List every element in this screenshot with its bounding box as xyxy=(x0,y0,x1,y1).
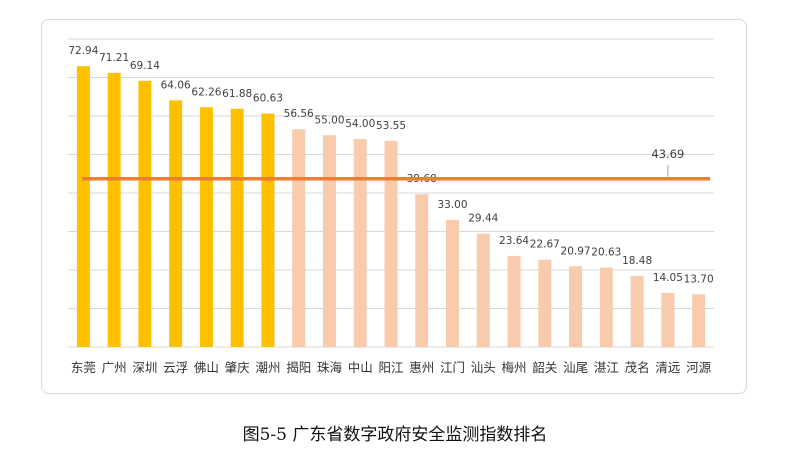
bar xyxy=(230,108,244,348)
category-label: 惠州 xyxy=(409,360,434,375)
category-label: 中山 xyxy=(348,360,373,375)
bar xyxy=(199,107,213,347)
bar xyxy=(261,113,275,348)
category-label: 广州 xyxy=(102,360,127,375)
bar xyxy=(599,267,613,347)
category-label: 梅州 xyxy=(502,360,527,375)
bar xyxy=(415,194,429,347)
bar xyxy=(169,100,183,347)
value-label: 72.94 xyxy=(68,45,98,57)
bar xyxy=(661,292,675,347)
bar xyxy=(446,219,460,347)
average-label: 43.69 xyxy=(651,147,684,161)
category-label: 佛山 xyxy=(194,360,219,375)
value-label: 60.63 xyxy=(253,93,283,105)
bar xyxy=(692,294,706,347)
figure-caption: 图5-5 广东省数字政府安全监测指数排名 xyxy=(242,425,548,445)
bar xyxy=(76,66,90,347)
category-label: 东莞 xyxy=(71,360,96,375)
bar xyxy=(538,259,552,347)
value-label: 69.14 xyxy=(130,60,160,72)
value-label: 56.56 xyxy=(284,108,314,120)
value-label: 20.63 xyxy=(591,247,621,259)
value-label: 20.97 xyxy=(561,245,591,257)
value-label: 62.26 xyxy=(191,86,221,98)
value-label: 13.70 xyxy=(684,273,714,285)
bar xyxy=(353,139,367,347)
value-label: 53.55 xyxy=(376,120,406,132)
bar xyxy=(107,72,121,348)
value-label: 54.00 xyxy=(345,118,375,130)
bar xyxy=(138,80,152,347)
value-label: 55.00 xyxy=(314,114,344,126)
category-label: 河源 xyxy=(686,360,712,375)
category-label: 清远 xyxy=(655,360,681,375)
category-label: 汕头 xyxy=(471,360,496,375)
value-label: 18.48 xyxy=(622,255,652,267)
value-label: 14.05 xyxy=(653,272,683,284)
category-label: 江门 xyxy=(440,360,465,375)
category-label: 云浮 xyxy=(163,360,188,375)
bar xyxy=(507,255,521,347)
category-label: 韶关 xyxy=(532,360,557,375)
bar xyxy=(630,275,644,347)
category-label: 深圳 xyxy=(132,360,157,375)
bar xyxy=(292,129,306,347)
category-label: 汕尾 xyxy=(563,360,588,375)
value-label: 29.44 xyxy=(468,213,498,225)
category-label: 阳江 xyxy=(378,360,403,375)
category-label: 揭阳 xyxy=(286,360,311,375)
bar xyxy=(476,233,490,347)
category-label: 肇庆 xyxy=(225,360,251,375)
category-label: 珠海 xyxy=(317,360,343,375)
bar xyxy=(384,140,398,347)
value-label: 64.06 xyxy=(161,79,191,91)
category-label: 茂名 xyxy=(625,360,650,375)
bar xyxy=(569,266,583,347)
value-label: 33.00 xyxy=(437,199,467,211)
value-label: 23.64 xyxy=(499,235,529,247)
category-label: 潮州 xyxy=(255,360,280,375)
category-label: 湛江 xyxy=(594,360,619,375)
value-label: 71.21 xyxy=(99,52,129,64)
value-label: 61.88 xyxy=(222,88,252,100)
bar xyxy=(322,135,336,347)
value-label: 22.67 xyxy=(530,239,560,251)
